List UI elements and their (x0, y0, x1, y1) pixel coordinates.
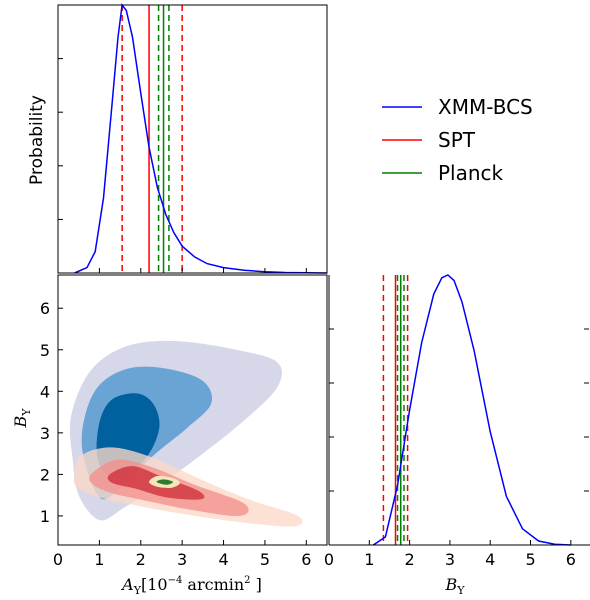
xtick-label-by-3: 3 (445, 550, 455, 569)
series-line-xmm-bcs-by (372, 274, 571, 546)
x-axis-label-by: BY (444, 575, 465, 597)
y-axis-label-by: BY (11, 408, 33, 429)
xtick-label-by-0: 0 (324, 550, 334, 569)
xtick-label-by-1: 1 (364, 550, 374, 569)
xtick-label-ay-2: 2 (136, 550, 146, 569)
ytick-label-by-5: 5 (40, 341, 50, 360)
ytick-label-by-3: 3 (40, 424, 50, 443)
xtick-label-by-6: 6 (566, 550, 576, 569)
panel-ay-by-contours: 0 1 2 3 4 5 6 1 2 3 4 5 6 (40, 274, 328, 569)
xtick-label-ay-4: 4 (218, 550, 228, 569)
series-line-xmm-bcs-ay (74, 3, 328, 274)
contour-planck-level-1 (156, 479, 174, 485)
panel-by-probability: 0 1 2 3 4 5 6 (324, 274, 590, 569)
ytick-label-by-2: 2 (40, 465, 50, 484)
x-axis-label-ay: AY[10−4 arcmin2 ] (120, 575, 262, 597)
xtick-label-ay-3: 3 (177, 550, 187, 569)
xtick-label-by-5: 5 (525, 550, 535, 569)
legend-label-planck: Planck (438, 161, 504, 185)
xtick-label-ay-6: 6 (301, 550, 311, 569)
ytick-label-by-4: 4 (40, 382, 50, 401)
panel-ay-probability (57, 3, 328, 274)
xtick-label-by-4: 4 (485, 550, 495, 569)
y-axis-label-probability: Probability (27, 95, 47, 185)
contour-regions (69, 340, 303, 527)
legend-label-spt: SPT (438, 128, 476, 152)
frame-top-panel (57, 4, 328, 274)
legend-label-xmm-bcs: XMM-BCS (438, 95, 533, 119)
xtick-label-ay-5: 5 (260, 550, 270, 569)
frame-contour-panel (57, 274, 328, 546)
ytick-label-by-6: 6 (40, 299, 50, 318)
xtick-label-by-2: 2 (405, 550, 415, 569)
xtick-label-ay-0: 0 (53, 550, 63, 569)
xtick-label-ay-1: 1 (94, 550, 104, 569)
legend: XMM-BCS SPT Planck (382, 95, 533, 185)
ytick-label-by-1: 1 (40, 507, 50, 526)
